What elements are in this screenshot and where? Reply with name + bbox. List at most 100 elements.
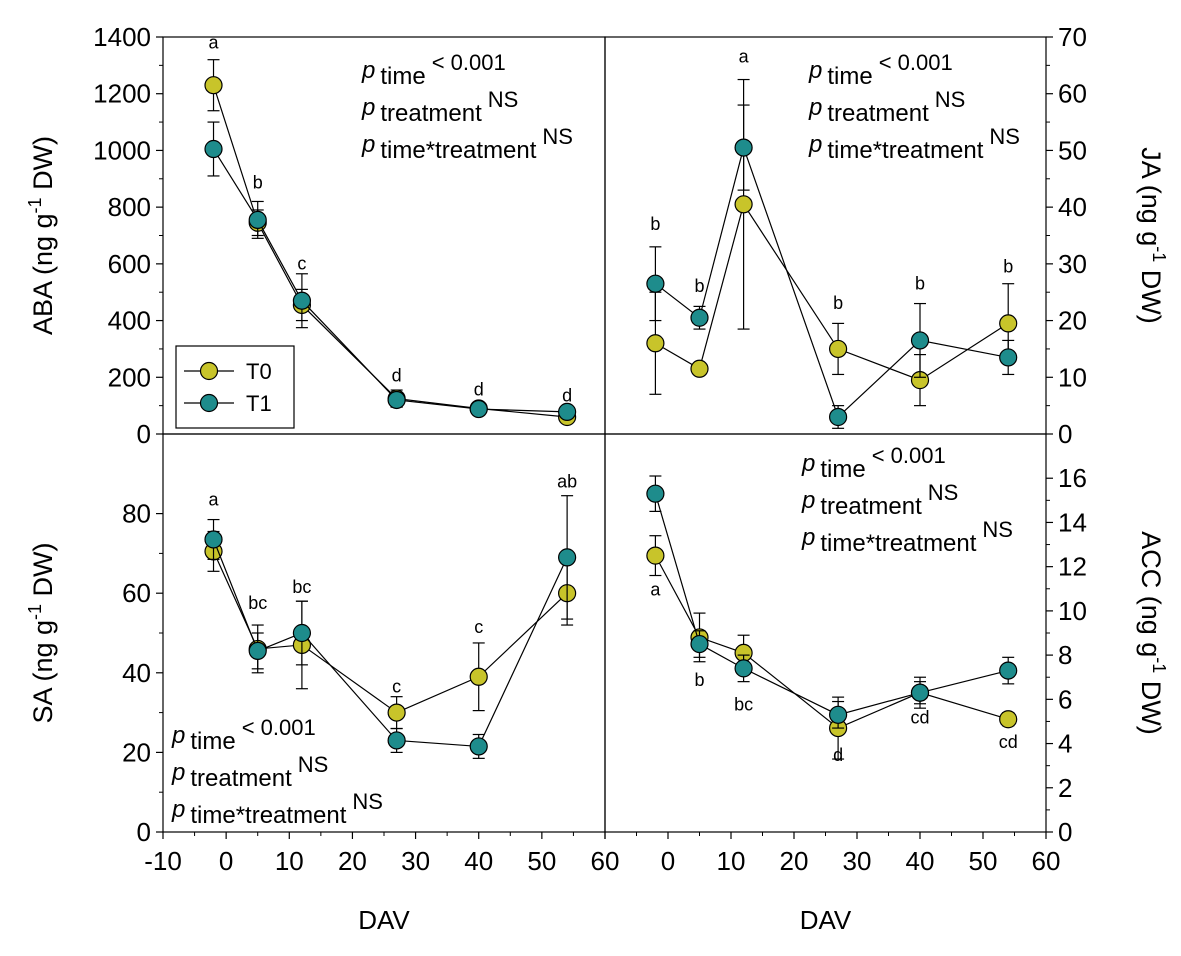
stats-line: p time < 0.001 <box>808 50 953 90</box>
x-tick-label: 0 <box>661 846 675 876</box>
y-axis-title-unit: DW) <box>1136 262 1166 323</box>
y-tick-label: 20 <box>1058 306 1087 336</box>
y-tick-label: 12 <box>1058 552 1087 582</box>
y-tick-label: 0 <box>137 817 151 847</box>
y-axis-title-unit: DW) <box>28 136 58 197</box>
y-tick-label: 600 <box>108 249 151 279</box>
y-axis-title: ACC (ng g-1 DW) <box>1136 531 1169 735</box>
stats-p: p <box>171 722 185 749</box>
stats-term: treatment <box>820 493 922 520</box>
y-tick-label: 70 <box>1058 22 1087 52</box>
significance-letter: a <box>739 47 750 67</box>
y-tick-label: 16 <box>1058 463 1087 493</box>
stats-value: NS <box>298 752 329 777</box>
x-tick-label: -10 <box>144 846 182 876</box>
stats-term: time <box>190 728 235 755</box>
x-axis-title: DAV <box>358 905 410 935</box>
series-line-t1 <box>655 145 1009 419</box>
y-axis-title-unit: DW) <box>28 542 58 603</box>
significance-letter: d <box>474 380 484 400</box>
significance-letter: b <box>694 670 704 690</box>
x-tick-label: 20 <box>780 846 809 876</box>
significance-letter: bc <box>248 593 267 613</box>
y-axis-title-main: ACC (ng g <box>1136 531 1166 657</box>
x-tick-label: 30 <box>843 846 872 876</box>
stats-line: p time*treatmentNS <box>808 124 1020 164</box>
y-tick-label: 40 <box>1058 192 1087 222</box>
data-point-t0 <box>469 667 488 686</box>
stats-term: treatment <box>827 100 929 127</box>
stats-p: p <box>361 94 375 121</box>
x-tick-label: 50 <box>969 846 998 876</box>
data-point-t1 <box>828 407 848 427</box>
chart-panel-top-left: 0 200 400 600 800 1000 1200 1400 ABA (ng g-1 DW)… <box>25 22 606 449</box>
y-tick-label: 4 <box>1058 729 1072 759</box>
significance-letter: d <box>392 366 402 386</box>
stats-term: time*treatment <box>190 802 346 829</box>
series-line-t1 <box>654 493 1009 716</box>
series-line-t0 <box>654 555 1009 729</box>
legend-marker-t0 <box>199 361 219 381</box>
stats-term: treatment <box>380 100 482 127</box>
data-point-t1 <box>558 402 577 421</box>
significance-letter: cd <box>910 708 929 728</box>
significance-letter: a <box>209 32 220 52</box>
data-point-t1 <box>292 291 312 310</box>
significance-letter: b <box>694 276 704 296</box>
y-tick-label: 30 <box>1058 249 1087 279</box>
stats-value: < 0.001 <box>242 715 316 740</box>
data-point-t1 <box>999 661 1018 680</box>
significance-letter: a <box>650 579 661 599</box>
stats-value: NS <box>352 789 383 814</box>
x-tick-label: 0 <box>219 846 233 876</box>
stats-p: p <box>801 487 815 514</box>
y-axis-title-sup: -1 <box>25 197 45 213</box>
stats-term: time*treatment <box>820 530 976 557</box>
stats-p: p <box>361 57 375 84</box>
stats-line: p time < 0.001 <box>361 50 506 90</box>
legend-marker-t1 <box>199 393 219 413</box>
stats-p: p <box>801 450 815 477</box>
x-tick-label: 40 <box>906 846 935 876</box>
stats-value: < 0.001 <box>879 50 953 75</box>
y-tick-label: 0 <box>1058 419 1072 449</box>
chart-panel-bottom-right: 0 2 4 6 8 10 12 14 16 0 10 20 30 40 50 60 DAV ACC (ng g-1… <box>604 433 1169 935</box>
y-tick-label: 1000 <box>93 135 151 165</box>
data-point-t1 <box>292 623 312 643</box>
stats-line: p treatmentNS <box>361 87 518 127</box>
stats-p: p <box>808 94 822 121</box>
x-tick-label: 40 <box>464 846 493 876</box>
data-point-t1 <box>734 138 753 157</box>
stats-term: time*treatment <box>380 137 536 164</box>
data-point-t1 <box>690 634 709 654</box>
y-tick-label: 10 <box>1058 362 1087 392</box>
data-point-t0 <box>690 359 709 378</box>
stats-p: p <box>171 759 185 786</box>
y-axis-title-sup: -1 <box>1149 246 1169 262</box>
y-axis-title-sup: -1 <box>25 604 45 620</box>
stats-value: NS <box>989 124 1020 149</box>
y-tick-label: 8 <box>1058 640 1072 670</box>
data-point-t0 <box>734 195 753 214</box>
significance-letter: c <box>474 617 483 637</box>
significance-letter: ab <box>557 472 577 492</box>
y-tick-label: 50 <box>1058 135 1087 165</box>
significance-letter: cd <box>999 732 1018 752</box>
stats-value: < 0.001 <box>872 443 946 468</box>
stats-value: < 0.001 <box>432 50 506 75</box>
legend-label-t1: T1 <box>246 391 272 416</box>
significance-letter: bc <box>292 577 311 597</box>
legend-box <box>175 345 295 429</box>
data-point-t1 <box>469 399 488 419</box>
significance-letter: d <box>562 385 572 405</box>
stats-line: p time*treatmentNS <box>171 789 383 829</box>
x-tick-label: 30 <box>401 846 430 876</box>
stats-p: p <box>808 131 822 158</box>
x-axis-title: DAV <box>800 905 852 935</box>
legend-label-t0: T0 <box>246 359 272 384</box>
data-point-t1 <box>387 731 406 750</box>
y-tick-label: 60 <box>122 578 151 608</box>
x-tick-label: 10 <box>717 846 746 876</box>
